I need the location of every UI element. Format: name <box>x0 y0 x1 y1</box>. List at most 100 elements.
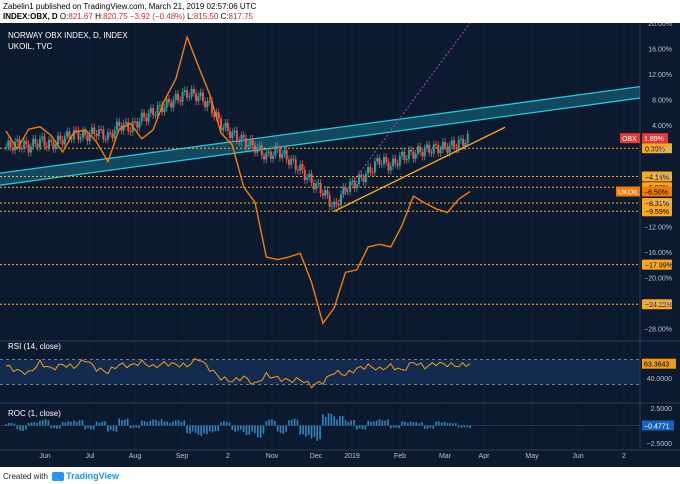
candle-body <box>428 144 431 153</box>
candle-body <box>147 112 150 122</box>
ukoil-value-badge <box>642 186 672 197</box>
roc-bar <box>8 422 10 426</box>
tradingview-logo[interactable]: TradingView <box>66 471 120 481</box>
roc-bar <box>39 420 41 426</box>
axis-tick-label: −16.00% <box>644 250 672 257</box>
roc-bar <box>452 423 454 426</box>
candle-body <box>396 163 399 166</box>
candle-body <box>364 173 367 182</box>
roc-bar <box>282 425 285 434</box>
candle-body <box>29 146 32 153</box>
candle-body <box>68 131 71 139</box>
candle-body <box>192 88 195 94</box>
candle-body <box>70 138 73 140</box>
candle-body <box>423 148 426 157</box>
candle-body <box>226 122 229 132</box>
level-badge-label: −4.14% <box>645 175 669 182</box>
candle-body <box>369 166 372 173</box>
level-badge-label: −8.31% <box>645 201 669 208</box>
candle-body <box>127 121 130 131</box>
candle-body <box>9 140 12 148</box>
candle-body <box>27 144 30 153</box>
roc-bar <box>53 425 55 429</box>
candle-body <box>339 194 342 206</box>
candle-body <box>278 149 281 158</box>
candle-body <box>416 146 419 154</box>
roc-bar <box>41 420 44 426</box>
roc-bar <box>240 425 242 430</box>
roc-bar <box>307 425 310 436</box>
axis-tick-label: 4.00% <box>652 123 672 130</box>
candle-body <box>306 177 309 180</box>
candle-body <box>104 139 107 141</box>
roc-bar <box>395 425 398 428</box>
candle-body <box>407 149 410 159</box>
candle-body <box>172 99 175 108</box>
candle-body <box>100 129 103 131</box>
level-badge <box>642 299 672 310</box>
chart-canvas[interactable]: 0.30%−4.14%−5.82%−8.31%−9.59%−17.99%−24.… <box>0 23 680 467</box>
ukoil-value-label: −6.50% <box>644 190 668 197</box>
candle-body <box>23 140 26 149</box>
roc-bar <box>251 425 253 432</box>
candle-body <box>235 130 238 141</box>
candle-body <box>179 100 182 102</box>
horizontal-levels: 0.30%−4.14%−5.82%−8.31%−9.59%−17.99%−24.… <box>0 143 673 310</box>
roc-bar <box>305 425 307 437</box>
right-axis: 20.00%16.00%12.00%8.00%4.00%0.00%−4.00%−… <box>644 23 672 448</box>
candle-body <box>45 145 48 148</box>
candle-body <box>326 190 329 196</box>
candle-body <box>183 90 186 93</box>
candle-body <box>263 155 266 160</box>
axis-tick-label: 20.00% <box>648 23 672 28</box>
roc-bar <box>421 422 423 426</box>
candle-body <box>380 163 383 165</box>
candle-body <box>5 147 7 149</box>
candle-body <box>161 104 164 112</box>
candle-body <box>373 161 376 173</box>
time-axis-label: 2 <box>622 453 626 460</box>
roc-bar <box>347 421 350 426</box>
roc-bar <box>440 422 443 426</box>
roc-bar <box>322 414 324 426</box>
roc-bar <box>121 420 123 426</box>
roc-bar <box>70 421 72 426</box>
candle-body <box>287 159 290 165</box>
candle-body <box>349 181 352 192</box>
obx-value-label: 1.89% <box>644 136 664 143</box>
roc-bar <box>370 421 372 426</box>
roc-bar <box>138 425 140 429</box>
candle-body <box>25 140 28 145</box>
roc-bar <box>466 425 468 428</box>
candle-body <box>217 112 220 119</box>
time-axis-label: Jul <box>86 453 95 460</box>
candle-body <box>238 140 241 143</box>
rsi-band <box>0 359 640 385</box>
roc-bar <box>367 420 369 426</box>
level-badge-label: −17.99% <box>645 263 673 270</box>
candle-body <box>140 112 143 122</box>
candle-body <box>321 193 324 196</box>
roc-bar <box>211 425 214 433</box>
roc-bar <box>285 425 287 432</box>
roc-bar <box>112 425 115 431</box>
roc-bar <box>225 421 228 426</box>
publish-line: Zabelin1 published on TradingView.com, M… <box>3 2 257 11</box>
roc-bar <box>375 420 378 426</box>
candle-body <box>52 142 55 150</box>
candle-body <box>367 166 370 174</box>
roc-bar <box>64 422 67 426</box>
roc-bar <box>220 422 222 426</box>
candle-body <box>63 136 66 145</box>
roc-bar <box>353 419 355 426</box>
candle-body <box>392 158 395 167</box>
candle-body <box>136 121 139 128</box>
candle-body <box>446 146 449 153</box>
candle-body <box>106 132 109 140</box>
level-badge-label: −9.59% <box>645 209 669 216</box>
axis-tick-label: −4.00% <box>648 174 672 181</box>
roc-bar <box>115 425 118 432</box>
time-axis-label: Aug <box>129 453 142 460</box>
candle-body <box>360 174 363 178</box>
candle-body <box>143 112 146 118</box>
